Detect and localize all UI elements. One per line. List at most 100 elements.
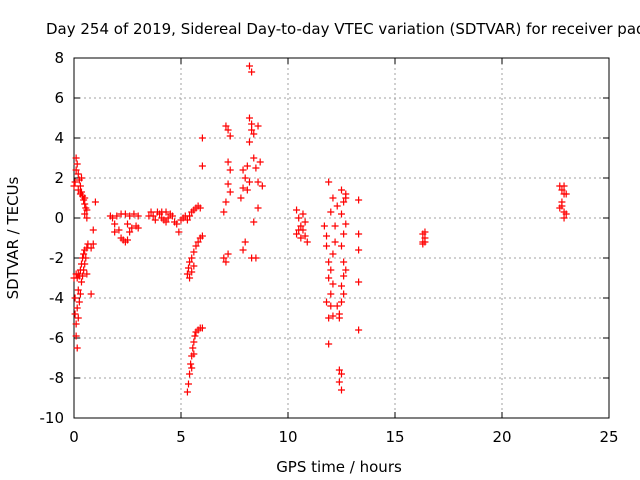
- data-point: [126, 212, 134, 220]
- data-point: [224, 250, 232, 258]
- y-tick-labels: -10 -8 -6 -4 -2 0 2 4 6 8: [40, 49, 65, 427]
- data-point: [73, 344, 81, 352]
- data-point: [301, 232, 309, 240]
- data-point: [73, 160, 81, 168]
- data-point: [190, 262, 198, 270]
- data-point: [250, 130, 258, 138]
- data-point: [79, 272, 87, 280]
- x-tick-label: 20: [492, 428, 511, 446]
- data-point: [162, 218, 170, 226]
- data-point: [325, 314, 333, 322]
- data-point: [74, 186, 82, 194]
- data-point: [239, 184, 247, 192]
- data-point: [325, 258, 333, 266]
- data-point: [329, 280, 337, 288]
- x-tick-label: 25: [599, 428, 618, 446]
- data-point: [340, 198, 348, 206]
- data-point: [254, 122, 262, 130]
- data-point: [74, 286, 82, 294]
- data-point: [248, 68, 256, 76]
- data-point: [558, 186, 566, 194]
- data-point: [256, 158, 264, 166]
- data-point: [329, 194, 337, 202]
- data-point: [245, 114, 253, 122]
- data-point: [323, 242, 331, 250]
- data-point: [327, 208, 335, 216]
- data-point: [295, 214, 303, 222]
- x-tick-label: 10: [278, 428, 297, 446]
- data-point: [335, 378, 343, 386]
- data-point: [190, 350, 198, 358]
- data-point: [250, 218, 258, 226]
- data-point: [80, 266, 88, 274]
- data-point: [76, 182, 84, 190]
- data-point: [175, 228, 183, 236]
- data-point: [254, 178, 262, 186]
- data-point: [183, 270, 191, 278]
- data-point: [115, 226, 123, 234]
- data-point: [258, 182, 266, 190]
- data-point: [226, 166, 234, 174]
- data-point: [241, 238, 249, 246]
- data-point: [245, 178, 253, 186]
- data-point: [82, 254, 90, 262]
- data-point: [243, 162, 251, 170]
- data-point: [338, 210, 345, 218]
- data-point: [83, 270, 91, 278]
- data-point: [323, 298, 331, 306]
- y-tick-label: 0: [54, 209, 64, 227]
- data-point: [338, 298, 345, 306]
- y-tick-label: -8: [49, 369, 64, 387]
- y-tick-label: 8: [54, 49, 64, 67]
- data-point: [72, 154, 80, 162]
- data-point: [89, 240, 97, 248]
- y-tick-label: 2: [54, 169, 64, 187]
- data-point: [320, 222, 328, 230]
- data-point: [421, 238, 429, 246]
- y-tick-label: -10: [40, 409, 65, 427]
- data-point: [224, 180, 232, 188]
- data-point: [243, 186, 251, 194]
- data-point: [421, 228, 429, 236]
- data-point: [186, 274, 194, 282]
- data-point: [355, 326, 363, 334]
- data-point: [109, 214, 117, 222]
- data-point: [338, 386, 345, 394]
- data-point: [331, 222, 339, 230]
- x-tick-labels: 0 5 10 15 20 25: [69, 428, 618, 446]
- data-point: [323, 232, 331, 240]
- data-point: [248, 120, 256, 128]
- data-point: [293, 206, 301, 214]
- plot-frame: [73, 57, 610, 419]
- data-point: [325, 178, 333, 186]
- data-point: [70, 182, 78, 190]
- data-point: [147, 208, 155, 216]
- data-point: [325, 340, 333, 348]
- data-point: [74, 270, 82, 278]
- data-point: [329, 312, 337, 320]
- data-point: [87, 244, 95, 252]
- data-point: [192, 242, 200, 250]
- data-point: [198, 324, 206, 332]
- data-point: [340, 290, 348, 298]
- data-point: [562, 190, 570, 198]
- data-point: [198, 134, 206, 142]
- data-point: [73, 274, 81, 282]
- data-point: [252, 164, 260, 172]
- data-point: [222, 258, 230, 266]
- data-point: [113, 212, 121, 220]
- data-point: [184, 380, 192, 388]
- y-tick-label: -2: [49, 249, 64, 267]
- data-point: [76, 190, 84, 198]
- data-point: [556, 204, 564, 212]
- data-point: [151, 216, 159, 224]
- data-point: [250, 154, 258, 162]
- data-point: [188, 364, 196, 372]
- data-point: [239, 246, 247, 254]
- data-point: [72, 320, 80, 328]
- data-point: [340, 230, 348, 238]
- data-point: [81, 194, 89, 202]
- data-point: [327, 266, 335, 274]
- y-tick-label: 6: [54, 89, 64, 107]
- data-point: [560, 214, 568, 222]
